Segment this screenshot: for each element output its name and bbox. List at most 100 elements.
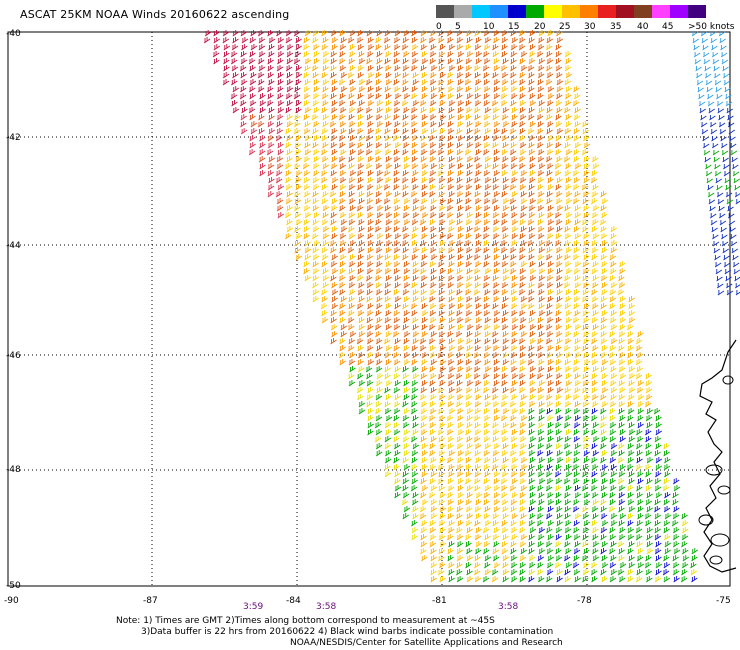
wind-barb xyxy=(583,394,591,401)
wind-barb xyxy=(429,247,437,254)
wind-barb xyxy=(493,149,500,156)
wind-barb xyxy=(574,191,581,198)
wind-barb xyxy=(537,177,545,184)
wind-barb xyxy=(636,555,644,562)
wind-barb xyxy=(592,555,600,562)
wind-barb xyxy=(583,240,590,247)
wind-barb xyxy=(448,191,455,198)
wind-barb xyxy=(718,122,726,128)
wind-barb xyxy=(439,44,446,51)
wind-barb xyxy=(313,79,320,86)
wind-barb xyxy=(375,261,383,268)
wind-barb xyxy=(582,464,589,471)
wind-barb xyxy=(528,569,535,576)
wind-barb xyxy=(277,149,284,156)
wind-barb xyxy=(555,310,562,317)
wind-barb xyxy=(384,149,392,156)
wind-barb xyxy=(466,30,473,37)
wind-barb xyxy=(492,555,500,562)
wind-barb xyxy=(646,478,653,485)
wind-barb xyxy=(474,198,482,205)
wind-barb xyxy=(547,268,554,275)
wind-barb xyxy=(429,212,437,219)
wind-barb xyxy=(711,45,718,51)
wind-barb xyxy=(295,72,303,79)
wind-barb xyxy=(591,156,599,163)
wind-barb xyxy=(635,576,643,583)
wind-barb xyxy=(610,261,617,268)
wind-barb xyxy=(520,415,528,422)
wind-barb xyxy=(628,373,636,380)
wind-barb xyxy=(617,478,625,485)
wind-barb xyxy=(322,58,330,65)
wind-barb xyxy=(375,191,382,198)
wind-barb xyxy=(565,177,572,184)
wind-barb xyxy=(502,534,509,541)
wind-barb xyxy=(592,366,599,373)
wind-barb xyxy=(493,268,500,275)
wind-barb xyxy=(502,345,509,352)
wind-barb xyxy=(501,212,509,219)
wind-barb xyxy=(293,93,301,100)
wind-barb xyxy=(546,373,553,380)
wind-barb xyxy=(438,338,446,345)
wind-barb xyxy=(519,30,526,37)
wind-barb xyxy=(401,100,409,107)
wind-barb xyxy=(528,254,535,261)
island-outline xyxy=(698,514,714,526)
wind-barb xyxy=(528,345,535,352)
wind-barb xyxy=(510,303,518,310)
wind-barb xyxy=(312,268,320,275)
wind-barb xyxy=(565,352,573,359)
wind-barb xyxy=(511,170,519,177)
wind-barb xyxy=(723,80,731,86)
wind-barb xyxy=(582,471,589,478)
wind-barb xyxy=(393,429,401,436)
wind-barb xyxy=(474,79,482,86)
wind-barb xyxy=(447,401,455,408)
wind-barb xyxy=(555,44,562,51)
wind-barb xyxy=(358,401,366,408)
wind-barb xyxy=(439,114,447,121)
wind-barb xyxy=(538,247,545,254)
wind-barb xyxy=(493,247,500,254)
wind-barb xyxy=(457,100,465,107)
wind-barb xyxy=(464,289,472,296)
wind-barb xyxy=(457,163,464,170)
wind-barb xyxy=(722,157,729,163)
note-line-2: 3)Data buffer is 22 hrs from 20160622 4)… xyxy=(141,627,554,637)
wind-barb xyxy=(312,128,319,135)
wind-barb xyxy=(312,93,320,100)
wind-barb xyxy=(349,44,356,51)
wind-barb xyxy=(574,275,581,282)
wind-barb xyxy=(492,107,500,114)
wind-barb xyxy=(591,408,598,415)
wind-barb xyxy=(546,233,554,240)
wind-barb xyxy=(582,569,590,576)
wind-barb xyxy=(483,436,491,443)
wind-barb xyxy=(420,261,428,268)
wind-barb xyxy=(720,143,728,149)
wind-barb xyxy=(713,248,720,254)
wind-barb xyxy=(411,37,418,44)
wind-barb xyxy=(393,387,401,394)
wind-barb xyxy=(519,352,526,359)
wind-barb xyxy=(447,352,455,359)
wind-barb xyxy=(429,534,437,541)
wind-barb xyxy=(366,310,374,317)
wind-barb xyxy=(511,331,518,338)
wind-barb xyxy=(664,513,672,520)
wind-barb xyxy=(430,86,437,93)
wind-barb xyxy=(519,275,527,282)
wind-barb xyxy=(249,79,257,86)
wind-barb xyxy=(493,317,500,324)
wind-barb xyxy=(303,51,310,58)
wind-barb xyxy=(528,506,535,513)
wind-barb xyxy=(277,107,285,114)
wind-barb xyxy=(267,135,275,142)
wind-barb xyxy=(475,184,482,191)
wind-barb xyxy=(303,100,310,107)
wind-barb xyxy=(448,387,455,394)
wind-barb xyxy=(556,415,564,422)
